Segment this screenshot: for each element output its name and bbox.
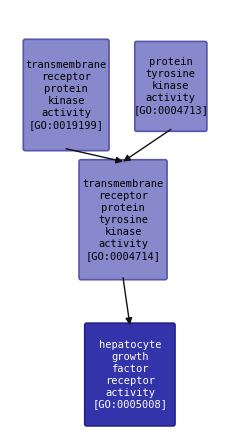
FancyBboxPatch shape bbox=[79, 160, 167, 280]
Text: hepatocyte
growth
factor
receptor
activity
[GO:0005008]: hepatocyte growth factor receptor activi… bbox=[92, 340, 167, 409]
FancyBboxPatch shape bbox=[85, 323, 175, 426]
Text: protein
tyrosine
kinase
activity
[GO:0004713]: protein tyrosine kinase activity [GO:000… bbox=[133, 57, 208, 116]
FancyBboxPatch shape bbox=[23, 39, 109, 151]
FancyBboxPatch shape bbox=[135, 42, 207, 131]
Text: transmembrane
receptor
protein
tyrosine
kinase
activity
[GO:0004714]: transmembrane receptor protein tyrosine … bbox=[82, 179, 164, 261]
Text: transmembrane
receptor
protein
kinase
activity
[GO:0019199]: transmembrane receptor protein kinase ac… bbox=[26, 60, 107, 130]
